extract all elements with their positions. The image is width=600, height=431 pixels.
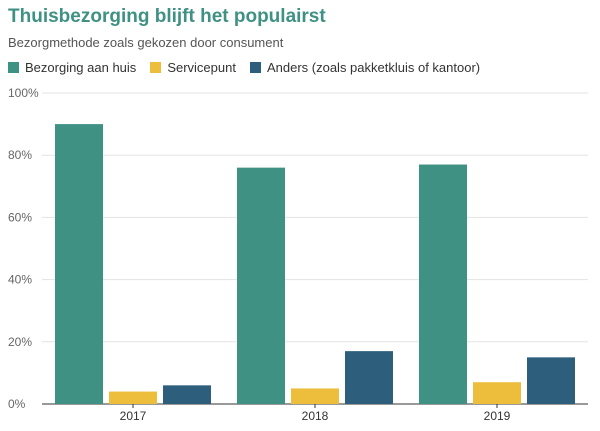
y-tick-label: 40% — [8, 273, 32, 287]
legend-item-servicepunt[interactable]: Servicepunt — [150, 60, 236, 75]
bar-servicepunt-2019 — [473, 382, 521, 404]
legend-swatch — [150, 62, 162, 73]
x-tick-label: 2017 — [120, 409, 147, 423]
chart-subtitle: Bezorgmethode zoals gekozen door consume… — [8, 35, 284, 50]
legend-label: Anders (zoals pakketkluis of kantoor) — [266, 60, 481, 75]
x-tick-label: 2019 — [484, 409, 511, 423]
y-tick-label: 80% — [8, 148, 32, 162]
legend-swatch — [249, 62, 261, 73]
y-tick-label: 100% — [8, 86, 39, 100]
y-tick-label: 60% — [8, 210, 32, 224]
bar-bezorging-aan-huis-2018 — [237, 167, 285, 404]
bar-anders-2019 — [527, 357, 575, 404]
legend-item-bezorging-aan-huis[interactable]: Bezorging aan huis — [8, 60, 136, 75]
y-tick-label: 20% — [8, 335, 32, 349]
x-tick-label: 2018 — [302, 409, 329, 423]
y-tick-label: 0% — [8, 397, 26, 411]
bar-servicepunt-2018 — [291, 388, 339, 404]
legend-label: Servicepunt — [167, 60, 236, 75]
legend-item-anders[interactable]: Anders (zoals pakketkluis of kantoor) — [249, 60, 481, 75]
chart-legend: Bezorging aan huis Servicepunt Anders (z… — [8, 60, 494, 75]
bar-anders-2018 — [345, 351, 393, 404]
bar-bezorging-aan-huis-2017 — [55, 124, 103, 404]
bar-bezorging-aan-huis-2019 — [419, 164, 467, 404]
chart-title: Thuisbezorging blijft het populairst — [8, 6, 326, 27]
bar-anders-2017 — [163, 385, 211, 404]
legend-label: Bezorging aan huis — [25, 60, 137, 75]
legend-swatch — [8, 62, 19, 73]
bar-servicepunt-2017 — [109, 391, 157, 404]
